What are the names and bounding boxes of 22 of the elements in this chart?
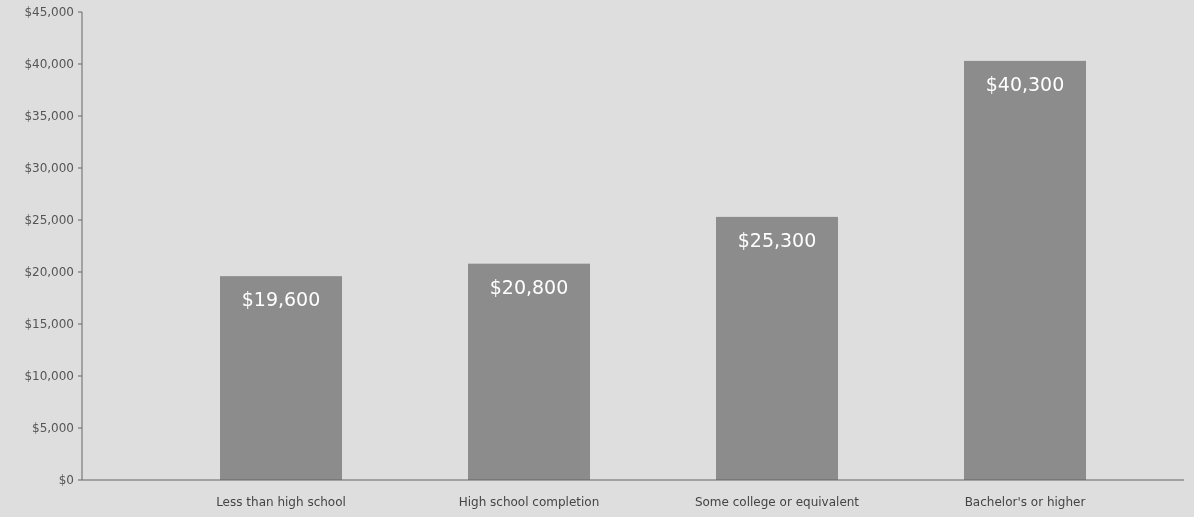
bar (963, 60, 1087, 480)
x-tick-label: Less than high school (216, 495, 346, 509)
data-label: $20,800 (489, 275, 569, 298)
x-tick-label: High school completion (458, 495, 600, 509)
y-tick-label: $15,000 (24, 317, 74, 332)
y-tick-label: $45,000 (24, 5, 74, 20)
bar (467, 263, 591, 480)
y-tick-label: $5,000 (32, 421, 74, 436)
y-tick-label: $35,000 (24, 109, 74, 124)
y-tick-label: $25,000 (24, 213, 74, 228)
data-label: $25,300 (737, 228, 817, 251)
data-label: $19,600 (241, 288, 321, 311)
y-tick-label: $10,000 (24, 369, 74, 384)
x-tick-label: Bachelor's or higher (964, 495, 1086, 509)
y-tick-label: $0 (58, 473, 74, 488)
y-tick-label: $40,000 (24, 57, 74, 72)
y-tick-label: $20,000 (24, 265, 74, 280)
y-tick-label: $30,000 (24, 161, 74, 176)
bar (715, 216, 839, 480)
bar (219, 276, 343, 480)
data-label: $40,300 (985, 72, 1065, 95)
x-tick-label: Some college or equivalent (694, 495, 860, 509)
